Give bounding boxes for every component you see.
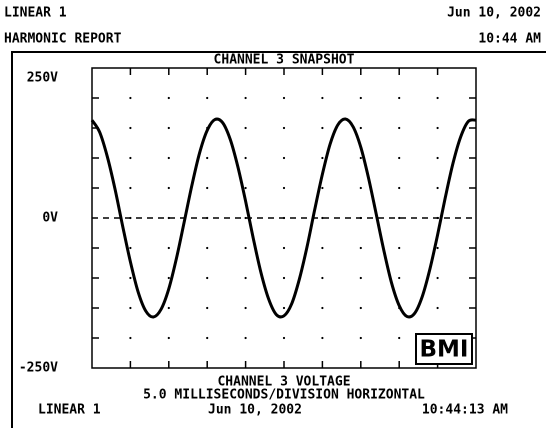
grid-dot [321, 276, 324, 280]
y-tick-label: -250V [19, 361, 58, 376]
grid-dot [398, 336, 401, 340]
grid-dot [129, 336, 132, 340]
header-left-top: LINEAR 1 [4, 6, 67, 21]
grid-dot [129, 96, 132, 100]
grid-dot [282, 246, 286, 250]
grid-dot [282, 216, 286, 220]
grid-dot [282, 186, 286, 190]
grid-dot [436, 306, 439, 310]
grid-dot [244, 96, 247, 100]
grid-dot [244, 156, 247, 160]
grid-dot [206, 276, 209, 280]
grid-dot [436, 246, 439, 250]
logo-box [415, 333, 473, 365]
grid-dot [359, 96, 362, 100]
header-right-bottom: 10:44 AM [478, 32, 541, 47]
grid-dot [206, 306, 209, 310]
grid-dot [398, 96, 401, 100]
grid-dot [436, 186, 439, 190]
chart-title: CHANNEL 3 SNAPSHOT [214, 53, 355, 68]
header-left-bottom: HARMONIC REPORT [4, 32, 122, 47]
grid-dot [167, 126, 170, 130]
x-label: CHANNEL 3 VOLTAGE [217, 375, 350, 390]
grid-dot [282, 156, 286, 160]
grid-dot [167, 336, 170, 340]
footer-left: LINEAR 1 [38, 403, 101, 418]
header-right-top: Jun 10, 2002 [447, 6, 541, 21]
grid-dot [282, 306, 286, 310]
grid-dot [244, 246, 247, 250]
grid-dot [244, 186, 247, 190]
grid-dot [167, 306, 170, 310]
grid-dot [282, 96, 286, 100]
grid-dot [321, 96, 324, 100]
grid-dot [359, 216, 362, 220]
grid-dot [321, 336, 324, 340]
grid-dot [244, 216, 247, 220]
grid-dot [321, 246, 324, 250]
grid-dot [436, 126, 439, 130]
grid-dot [129, 156, 132, 160]
y-tick-label: 0V [42, 211, 58, 226]
grid-dot [398, 156, 401, 160]
grid-dot [129, 276, 132, 280]
waveform [90, 117, 477, 319]
grid-dot [167, 216, 170, 220]
grid-dot [129, 306, 132, 310]
grid-dot [244, 276, 247, 280]
grid-dot [206, 336, 209, 340]
grid-dot [282, 276, 286, 280]
grid-dot [398, 216, 401, 220]
grid-dot [359, 186, 362, 190]
grid-dot [359, 246, 362, 250]
grid-dot [129, 246, 132, 250]
x-label: 5.0 MILLISECONDS/DIVISION HORIZONTAL [143, 388, 425, 403]
grid-dot [321, 186, 324, 190]
grid-dot [359, 126, 362, 130]
grid-dot [436, 216, 439, 220]
grid-dot [321, 126, 324, 130]
grid-dot [206, 156, 209, 160]
grid-dot [244, 336, 247, 340]
grid-dot [282, 336, 286, 340]
grid-dot [398, 276, 401, 280]
grid-dot [321, 306, 324, 310]
grid-dot [359, 306, 362, 310]
grid-dot [282, 126, 286, 130]
logo: BMI [420, 337, 469, 363]
grid-dot [129, 216, 132, 220]
grid-dot [321, 156, 324, 160]
grid-dot [167, 276, 170, 280]
grid-dot [167, 186, 170, 190]
grid-dot [206, 216, 209, 220]
grid-dot [321, 216, 324, 220]
frame [11, 51, 546, 428]
grid-dot [398, 126, 401, 130]
grid-dot [129, 126, 132, 130]
grid-dot [398, 186, 401, 190]
y-tick-label: 250V [27, 71, 58, 86]
grid-dot [167, 96, 170, 100]
grid-dot [436, 96, 439, 100]
grid-dot [206, 186, 209, 190]
grid-dot [167, 156, 170, 160]
grid-dot [244, 126, 247, 130]
grid-dot [398, 246, 401, 250]
grid-dot [129, 186, 132, 190]
grid-dot [436, 276, 439, 280]
footer-right: 10:44:13 AM [422, 403, 508, 418]
grid-dot [206, 96, 209, 100]
grid-dot [359, 156, 362, 160]
grid-dot [206, 246, 209, 250]
grid-dot [436, 156, 439, 160]
footer-center: Jun 10, 2002 [208, 403, 302, 418]
grid-dot [359, 336, 362, 340]
grid-dot [359, 276, 362, 280]
grid-dot [167, 246, 170, 250]
grid-dot [244, 306, 247, 310]
